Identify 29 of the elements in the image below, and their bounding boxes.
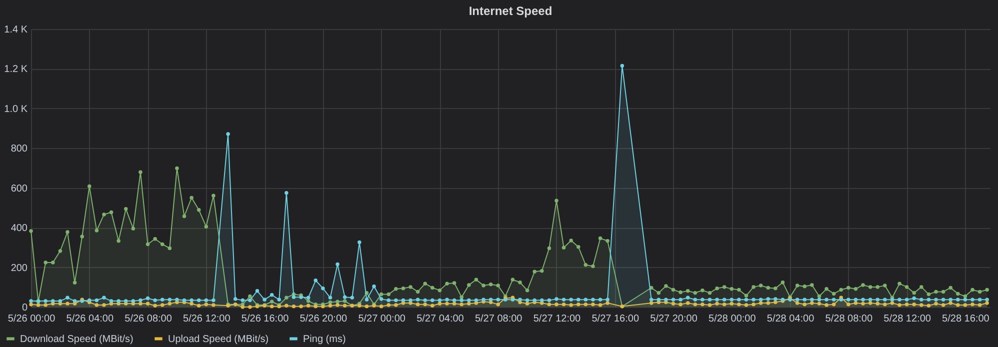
- y-tick-label: 1.0 K: [4, 104, 28, 115]
- y-tick-label: 1.2 K: [4, 64, 28, 76]
- y-tick-label: 400: [10, 223, 28, 234]
- x-tick-label: 5/28 00:00: [708, 314, 756, 324]
- y-tick-label: 0: [22, 302, 28, 314]
- x-tick-label: 5/26 00:00: [8, 314, 56, 324]
- x-tick-label: 5/26 20:00: [300, 314, 348, 324]
- y-tick-label: 1.4 K: [4, 24, 28, 36]
- x-tick-label: 5/28 12:00: [884, 314, 932, 324]
- y-tick-label: 600: [10, 183, 28, 194]
- x-tick-label: 5/27 20:00: [650, 314, 698, 324]
- x-tick-label: 5/28 16:00: [942, 314, 990, 324]
- x-tick-label: 5/26 04:00: [66, 314, 114, 324]
- legend-label: Upload Speed (MBit/s): [168, 334, 269, 345]
- x-tick-label: 5/27 12:00: [533, 314, 582, 324]
- y-tick-label: 800: [10, 144, 28, 155]
- y-tick-label: 200: [10, 262, 28, 274]
- x-tick-label: 5/28 04:00: [766, 314, 815, 324]
- x-tick-label: 5/26 12:00: [183, 314, 231, 324]
- x-tick-label: 5/27 08:00: [474, 314, 523, 324]
- x-tick-label: 5/28 08:00: [825, 314, 873, 324]
- x-tick-label: 5/27 16:00: [592, 314, 640, 324]
- x-tick-label: 5/26 16:00: [241, 314, 290, 324]
- x-tick-label: 5/27 04:00: [416, 314, 464, 324]
- chart-title: Internet Speed: [468, 4, 552, 18]
- legend-label: Ping (ms): [303, 334, 346, 345]
- x-tick-label: 5/26 08:00: [124, 314, 172, 324]
- legend-label: Download Speed (MBit/s): [20, 334, 134, 345]
- x-tick-label: 5/27 00:00: [358, 314, 406, 324]
